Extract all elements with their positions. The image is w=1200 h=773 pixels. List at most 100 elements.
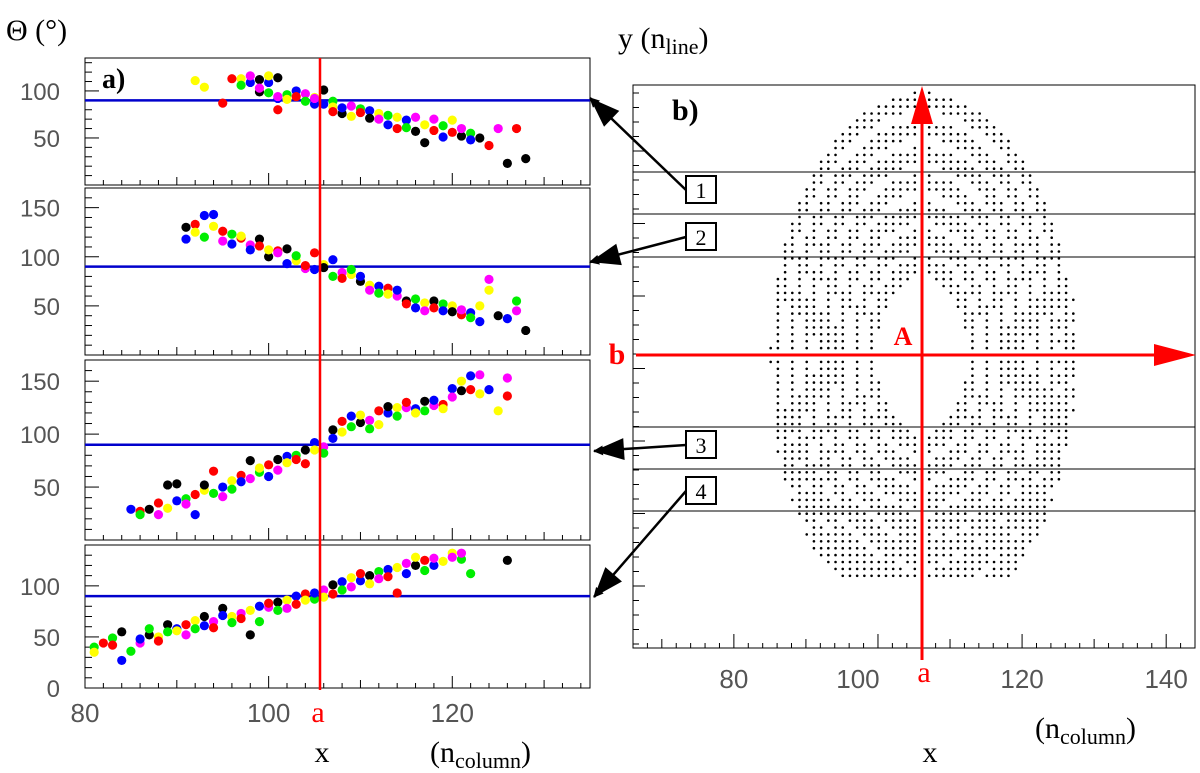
pattern-dot xyxy=(1057,326,1061,329)
pattern-dot xyxy=(870,167,873,170)
pattern-dot xyxy=(798,305,801,309)
pattern-dot xyxy=(1028,326,1032,329)
pattern-dot xyxy=(863,250,866,253)
pattern-dot xyxy=(848,436,852,440)
pattern-dot xyxy=(812,540,816,543)
pattern-dot xyxy=(1028,284,1032,288)
data-point xyxy=(410,560,421,571)
pattern-dot xyxy=(1028,215,1032,219)
pattern-dot xyxy=(956,195,960,198)
data-point xyxy=(181,222,191,232)
pattern-dot xyxy=(1028,477,1032,481)
pattern-dot xyxy=(971,153,974,157)
data-point xyxy=(208,623,219,633)
pattern-dot xyxy=(884,415,888,419)
pattern-dot xyxy=(963,450,967,453)
pattern-dot xyxy=(1014,429,1017,433)
data-point xyxy=(282,244,292,254)
pattern-dot xyxy=(827,415,830,419)
pattern-dot xyxy=(899,464,902,467)
pattern-dot xyxy=(783,298,787,302)
pattern-dot xyxy=(812,422,816,426)
pattern-dot xyxy=(935,471,938,474)
pattern-dot xyxy=(841,415,845,419)
data-point xyxy=(438,121,448,131)
data-point xyxy=(355,271,366,282)
pattern-dot xyxy=(999,208,1003,212)
pattern-dot xyxy=(899,112,902,115)
pattern-dot xyxy=(956,533,960,536)
pattern-dot xyxy=(899,567,902,571)
pattern-dot xyxy=(935,429,938,433)
pattern-dot xyxy=(999,540,1003,543)
pattern-dot xyxy=(776,408,780,412)
pattern-dot xyxy=(1043,215,1046,219)
pattern-dot xyxy=(1072,346,1075,350)
pattern-dot xyxy=(949,139,953,143)
pattern-dot xyxy=(935,270,938,274)
pattern-dot xyxy=(935,553,938,557)
pattern-dot xyxy=(927,560,931,564)
data-point xyxy=(309,588,320,598)
pattern-dot xyxy=(834,519,837,522)
pattern-dot xyxy=(999,298,1003,302)
pattern-dot xyxy=(834,367,837,371)
pattern-dot xyxy=(855,236,859,239)
pattern-dot xyxy=(927,533,931,536)
pattern-dot xyxy=(841,457,845,460)
pattern-dot xyxy=(791,367,794,371)
data-point xyxy=(429,303,439,313)
pattern-dot xyxy=(834,540,837,543)
pattern-dot xyxy=(949,540,953,543)
pattern-dot xyxy=(834,422,837,426)
pattern-dot xyxy=(827,339,830,343)
pattern-dot xyxy=(899,222,902,226)
pattern-dot xyxy=(985,153,989,157)
data-point xyxy=(199,210,209,221)
pattern-dot xyxy=(906,264,909,267)
pattern-dot xyxy=(971,346,974,350)
pattern-dot xyxy=(1007,174,1010,177)
pattern-dot xyxy=(827,374,830,378)
data-point xyxy=(190,219,200,229)
pattern-dot xyxy=(1035,450,1039,453)
y-tick-label: 100 xyxy=(20,422,60,449)
data-point xyxy=(273,597,283,607)
pattern-dot xyxy=(1050,222,1053,226)
data-point xyxy=(190,624,200,634)
pattern-dot xyxy=(870,560,873,564)
pattern-dot xyxy=(1007,540,1010,543)
pattern-dot xyxy=(805,450,809,453)
pattern-dot xyxy=(798,395,801,398)
data-point xyxy=(319,585,329,595)
pattern-dot xyxy=(906,491,909,495)
pattern-dot xyxy=(1007,229,1010,233)
pattern-dot xyxy=(863,264,866,267)
line-box xyxy=(685,476,717,505)
pattern-dot xyxy=(1021,208,1025,212)
pattern-dot xyxy=(949,450,953,453)
pattern-dot xyxy=(913,533,917,536)
pattern-dot xyxy=(870,436,873,440)
pattern-dot xyxy=(870,533,873,536)
pattern-dot xyxy=(971,215,974,219)
pattern-dot xyxy=(848,250,852,253)
pattern-dot xyxy=(1014,498,1017,502)
pattern-dot xyxy=(783,457,787,460)
pattern-dot xyxy=(848,422,852,426)
pattern-dot xyxy=(884,112,888,115)
pattern-dot xyxy=(913,540,917,543)
pattern-dot xyxy=(906,250,909,253)
pattern-dot xyxy=(992,533,996,536)
pattern-dot xyxy=(1043,519,1046,522)
pattern-dot xyxy=(805,519,809,522)
pattern-dot xyxy=(877,312,881,315)
pattern-dot xyxy=(906,215,909,219)
pattern-dot xyxy=(891,243,895,246)
pattern-dot xyxy=(891,181,895,184)
pattern-dot xyxy=(906,160,909,164)
pattern-dot xyxy=(971,339,974,343)
pattern-dot xyxy=(978,505,981,509)
data-point xyxy=(254,601,265,611)
pattern-dot xyxy=(805,367,809,371)
